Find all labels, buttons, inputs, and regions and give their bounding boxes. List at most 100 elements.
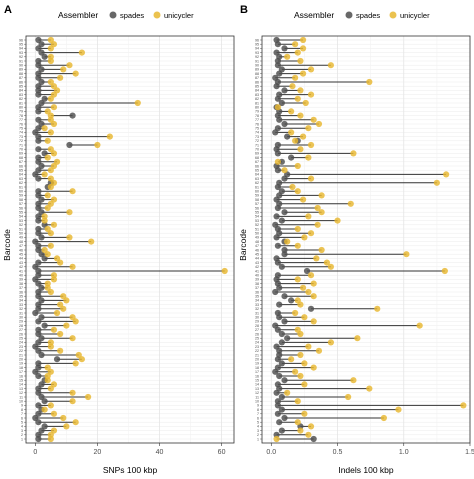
x-tick-label: 0.0	[266, 449, 276, 456]
y-tick-label: 32	[19, 307, 23, 311]
point-unicycler	[44, 280, 51, 287]
point-unicycler	[297, 87, 304, 94]
point-spades	[41, 423, 48, 430]
point-spades	[274, 381, 281, 388]
point-unicycler	[318, 209, 325, 216]
point-unicycler	[63, 322, 70, 329]
point-unicycler	[310, 116, 317, 123]
point-spades	[281, 293, 288, 300]
y-tick-label: 27	[19, 328, 23, 332]
point-unicycler	[307, 66, 315, 73]
y-tick-label: 91	[19, 59, 23, 63]
y-tick-label: 76	[255, 122, 259, 126]
point-unicycler	[66, 62, 73, 69]
x-tick-label: 0	[33, 449, 37, 456]
point-spades	[274, 398, 281, 405]
y-tick-label: 51	[255, 227, 259, 231]
point-spades	[284, 335, 291, 342]
y-tick-label: 12	[255, 391, 259, 395]
point-unicycler	[292, 368, 299, 375]
point-unicycler	[307, 230, 315, 237]
y-tick-label: 6	[257, 416, 259, 420]
point-unicycler	[299, 284, 307, 291]
point-unicycler	[66, 234, 73, 241]
y-tick-label: 40	[19, 274, 23, 278]
y-tick-label: 7	[257, 412, 259, 416]
y-tick-label: 92	[19, 55, 23, 59]
point-unicycler	[305, 154, 312, 161]
y-tick-label: 93	[255, 51, 259, 55]
y-tick-label: 67	[19, 160, 23, 164]
chart-panel-b: 0.0 0.5 1.0 1.51234567891011121314151617181…	[255, 35, 474, 456]
point-unicycler	[41, 125, 48, 132]
point-unicycler	[297, 351, 304, 359]
point-spades	[274, 410, 281, 417]
point-unicycler	[297, 112, 304, 119]
point-unicycler	[374, 305, 381, 312]
point-unicycler	[294, 49, 301, 56]
point-unicycler	[288, 356, 295, 363]
point-unicycler	[307, 423, 315, 430]
point-spades	[278, 263, 285, 270]
point-unicycler	[302, 99, 309, 107]
x-tick-label: 0.5	[333, 449, 343, 456]
point-spades	[35, 402, 42, 409]
y-tick-label: 48	[19, 240, 23, 244]
point-unicycler	[57, 347, 64, 354]
y-tick-label: 80	[255, 106, 259, 110]
y-tick-label: 59	[19, 194, 23, 198]
y-tick-label: 33	[255, 303, 259, 307]
y-tick-label: 41	[19, 269, 23, 273]
y-tick-label: 45	[255, 253, 259, 257]
y-tick-label: 54	[19, 215, 23, 219]
y-tick-label: 44	[19, 257, 23, 261]
y-tick-label: 53	[19, 219, 23, 223]
point-unicycler	[72, 360, 79, 367]
legend-a: Assembler spades unicycler	[58, 10, 194, 20]
y-tick-label: 59	[255, 194, 259, 198]
y-tick-label: 9	[21, 404, 23, 408]
point-spades	[53, 356, 61, 363]
y-tick-label: 68	[255, 156, 259, 160]
y-tick-label: 80	[19, 106, 23, 110]
legend-label-unicycler-a: unicycler	[164, 11, 194, 20]
y-tick-label: 30	[255, 316, 259, 320]
point-unicycler	[57, 330, 64, 338]
point-unicycler	[307, 272, 315, 279]
legend-swatch-unicycler-b	[389, 11, 397, 19]
point-unicycler	[47, 129, 54, 136]
point-unicycler	[292, 41, 299, 48]
point-unicycler	[44, 137, 51, 144]
point-spades	[278, 188, 285, 195]
y-tick-label: 55	[19, 211, 23, 215]
y-tick-label: 64	[19, 173, 23, 177]
y-tick-label: 49	[255, 236, 259, 240]
y-tick-label: 31	[255, 311, 259, 315]
y-tick-label: 29	[19, 320, 23, 324]
y-tick-label: 22	[19, 349, 23, 353]
y-tick-label: 65	[255, 169, 259, 173]
point-spades	[69, 112, 76, 119]
y-tick-label: 54	[255, 215, 259, 219]
point-spades	[288, 297, 295, 304]
y-tick-label: 11	[255, 395, 259, 399]
y-tick-label: 63	[255, 177, 259, 181]
point-spades	[303, 267, 311, 275]
panel-label-a: A	[4, 4, 12, 16]
point-unicycler	[315, 347, 323, 354]
point-unicycler	[366, 78, 373, 86]
legend-swatch-unicycler-a	[153, 11, 161, 19]
point-unicycler	[44, 108, 51, 115]
y-tick-label: 94	[255, 47, 259, 51]
point-unicycler	[354, 335, 361, 342]
point-unicycler	[41, 213, 48, 220]
point-spades	[273, 49, 280, 56]
point-unicycler	[301, 314, 308, 321]
y-tick-label: 45	[19, 253, 23, 257]
point-unicycler	[366, 385, 373, 392]
point-unicycler	[294, 162, 301, 170]
point-unicycler	[75, 351, 82, 359]
point-unicycler	[441, 267, 448, 275]
plot-border	[261, 35, 471, 444]
point-spades	[276, 91, 283, 98]
